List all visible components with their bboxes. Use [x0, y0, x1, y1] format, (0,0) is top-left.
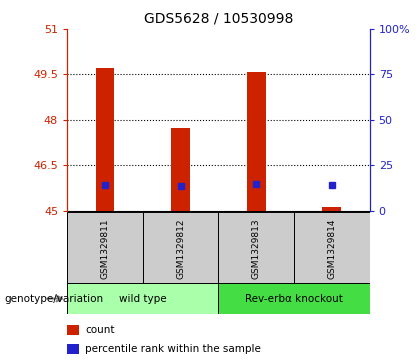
- Bar: [218, 283, 370, 314]
- Bar: [67, 325, 79, 335]
- Text: Rev-erbα knockout: Rev-erbα knockout: [245, 294, 343, 303]
- Bar: [67, 283, 218, 314]
- Bar: [323, 207, 341, 211]
- Text: genotype/variation: genotype/variation: [4, 294, 103, 305]
- Bar: [96, 68, 115, 211]
- Bar: [67, 344, 79, 354]
- Text: GSM1329811: GSM1329811: [100, 218, 110, 279]
- Text: GSM1329813: GSM1329813: [252, 218, 261, 279]
- Bar: [67, 212, 143, 285]
- Bar: [143, 212, 218, 285]
- Title: GDS5628 / 10530998: GDS5628 / 10530998: [144, 11, 293, 25]
- Bar: [294, 212, 370, 285]
- Text: GSM1329812: GSM1329812: [176, 219, 185, 279]
- Text: GSM1329814: GSM1329814: [327, 219, 336, 279]
- Text: count: count: [85, 325, 115, 335]
- Text: percentile rank within the sample: percentile rank within the sample: [85, 344, 261, 354]
- Bar: [218, 212, 294, 285]
- Bar: [247, 72, 266, 211]
- Text: wild type: wild type: [119, 294, 167, 303]
- Bar: [171, 128, 190, 211]
